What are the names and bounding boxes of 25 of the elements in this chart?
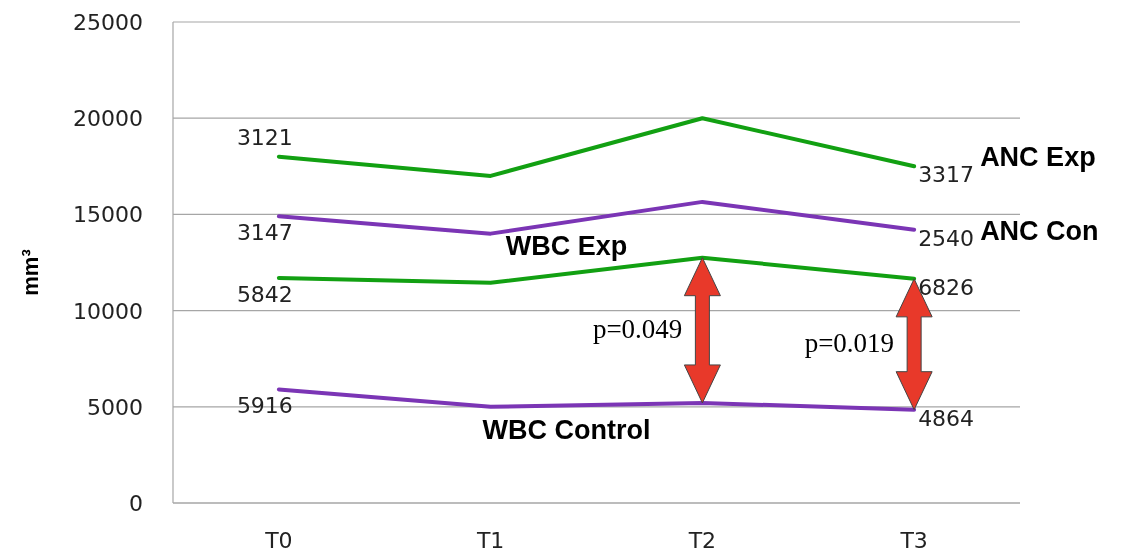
x-tick-label: T1 [475, 528, 505, 553]
y-tick-label: 10000 [73, 298, 143, 324]
y-tick-label: 15000 [73, 202, 143, 228]
y-tick-label: 0 [129, 491, 143, 516]
annotation: 6826 [918, 274, 975, 300]
y-axis-title: mm³ [18, 249, 43, 296]
annotation: 5842 [236, 281, 293, 307]
series-label: WBC Control [482, 414, 651, 445]
x-tick-label: T3 [899, 528, 928, 553]
annotation: 3121 [236, 124, 293, 150]
y-tick-label: 20000 [73, 106, 143, 132]
y-tick-label: 25000 [73, 10, 143, 35]
annotation: 3147 [236, 220, 293, 246]
annotation: 2540 [918, 225, 975, 251]
annotation: 3317 [918, 162, 975, 188]
annotation: 5916 [236, 393, 293, 419]
text: ANC Exp [980, 142, 1096, 173]
annotation: p=0.049 [592, 314, 683, 345]
x-tick-label: T0 [264, 528, 293, 553]
text: ANC Con [980, 215, 1099, 246]
annotation: p=0.019 [804, 328, 895, 359]
x-tick-label: T2 [687, 528, 717, 553]
annotation: 4864 [918, 405, 975, 431]
y-tick-label: 5000 [87, 394, 143, 420]
series-label: WBC Exp [505, 230, 628, 261]
